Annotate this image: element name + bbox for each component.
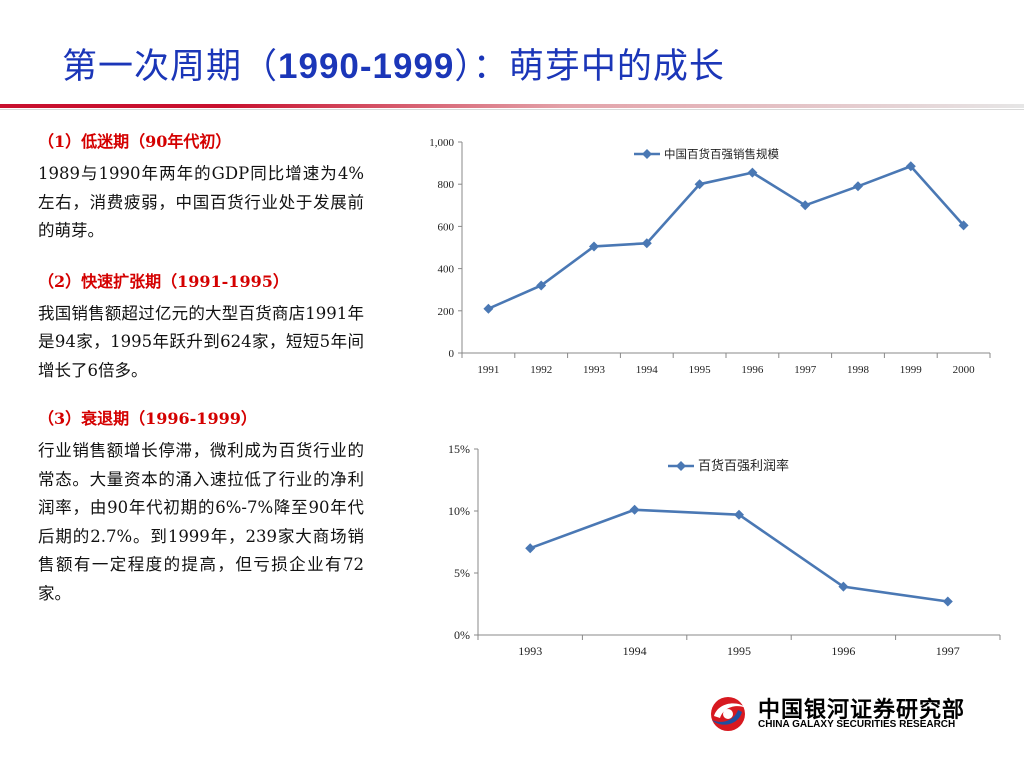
section-heading: （3）衰退期（1996-1999） [38, 409, 257, 428]
sales-chart-x-tick-label: 1996 [741, 364, 764, 376]
section-heading: （2）快速扩张期（1991-1995） [38, 271, 289, 291]
margin-chart-x-tick-label: 1997 [936, 644, 960, 658]
sales-chart-data-point [853, 181, 863, 192]
sales-chart-data-point [800, 200, 811, 211]
sales-chart-x-tick-label: 1995 [689, 364, 712, 376]
sales-chart-y-tick-label: 400 [438, 264, 455, 276]
margin-chart-x-tick-label: 1995 [727, 644, 751, 658]
sales-chart-data-point [483, 303, 494, 314]
sales-chart-y-tick-label: 0 [449, 348, 455, 360]
margin-chart-data-point [629, 504, 640, 515]
company-logo: 中国银河证券研究部 CHINA GALAXY SECURITIES RESEAR… [708, 692, 978, 732]
sales-chart-data-point [747, 167, 758, 178]
section-heading: （1）低迷期（90年代初） [38, 132, 232, 151]
margin-chart-y-tick-label: 10% [448, 504, 470, 518]
section-downturn: （1）低迷期（90年代初） 1989与1990年两年的GDP同比增速为4%左右，… [38, 130, 364, 246]
margin-chart-legend-marker [676, 461, 686, 471]
sales-chart-x-tick-label: 2000 [953, 364, 976, 376]
section-body: 1989与1990年两年的GDP同比增速为4%左右，消费疲弱，中国百货行业处于发… [38, 164, 364, 240]
sales-chart-data-point [536, 280, 547, 291]
logo-text-en: CHINA GALAXY SECURITIES RESEARCH [758, 719, 956, 730]
title-divider [0, 104, 1024, 108]
margin-chart-data-point [838, 581, 849, 592]
sales-chart-x-tick-label: 1998 [847, 364, 870, 376]
sales-chart-x-tick-label: 1994 [636, 364, 659, 376]
sales-chart-x-tick-label: 1992 [530, 364, 552, 376]
margin-chart-data-point [525, 543, 536, 554]
sales-chart-series-line [487, 164, 965, 310]
section-body: 行业销售额增长停滞，微利成为百货行业的常态。大量资本的涌入速拉低了行业的净利润率… [38, 441, 364, 603]
sales-chart-y-tick-label: 600 [438, 221, 455, 233]
sales-chart-x-tick-label: 1993 [583, 364, 606, 376]
section-body: 我国销售额超过亿元的大型百货商店1991年是94家，1995年跃升到624家，短… [38, 303, 364, 380]
sales-chart-data-point [694, 179, 705, 190]
logo-text-cn: 中国银河证券研究部 [758, 698, 966, 723]
sales-chart-data-point [589, 241, 599, 252]
margin-chart-y-tick-label: 15% [448, 442, 470, 456]
margin-chart-x-tick-label: 1993 [518, 644, 542, 658]
margin-chart-series-line [529, 508, 948, 603]
sales-chart-x-tick-label: 1997 [794, 364, 817, 376]
sales-chart-y-tick-label: 1,000 [429, 137, 454, 149]
margin-chart-data-point [942, 596, 953, 607]
sales-chart-x-tick-label: 1999 [900, 364, 923, 376]
sales-chart-y-tick-label: 800 [438, 179, 455, 191]
margin-chart-x-tick-label: 1996 [831, 644, 855, 658]
sales-chart-x-tick-label: 1991 [477, 364, 499, 376]
margin-chart-data-point [734, 509, 744, 520]
sales-chart-y-tick-label: 200 [438, 306, 455, 318]
page-title: 第一次周期（1990-1999）：萌芽中的成长 [62, 38, 725, 89]
sales-chart-data-point [958, 220, 969, 231]
margin-chart-y-tick-label: 5% [454, 566, 470, 580]
galaxy-emblem-icon [711, 697, 746, 731]
sales-chart-legend-label: 中国百货百强销售规模 [664, 147, 779, 161]
sales-chart-data-point [905, 161, 916, 172]
section-expansion: （2）快速扩张期（1991-1995） 我国销售额超过亿元的大型百货商店1991… [38, 270, 364, 386]
sales-chart-legend-marker [642, 149, 652, 159]
title-prefix: 第一次周期（ [62, 47, 279, 87]
title-suffix: ）：萌芽中的成长 [454, 47, 725, 87]
text-column: （1）低迷期（90年代初） 1989与1990年两年的GDP同比增速为4%左右，… [38, 130, 364, 608]
margin-chart-x-tick-label: 1994 [623, 644, 647, 658]
section-decline: （3）衰退期（1996-1999） 行业销售额增长停滞，微利成为百货行业的常态。… [38, 407, 364, 608]
margin-chart-legend-label: 百货百强利润率 [698, 458, 789, 473]
title-years: 1990-1999 [278, 47, 455, 86]
title-divider-thin [0, 109, 1024, 110]
sales-chart-data-point [641, 238, 652, 249]
margin-chart-y-tick-label: 0% [454, 628, 470, 642]
